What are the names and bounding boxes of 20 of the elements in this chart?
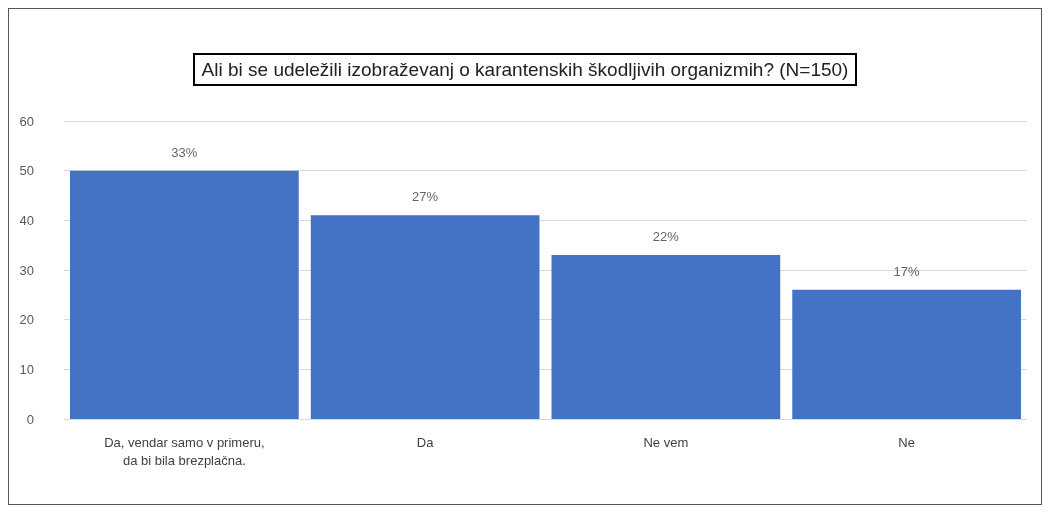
annotation: 27% <box>412 189 439 205</box>
bar <box>551 255 781 419</box>
annotation: 33% <box>171 144 198 160</box>
bar <box>310 215 540 419</box>
y-tick-label: 10 <box>19 361 34 377</box>
y-tick-label: 0 <box>26 411 34 427</box>
y-tick-label: 50 <box>19 163 34 179</box>
annotation: 22% <box>652 229 680 245</box>
y-tick-label: 60 <box>19 113 34 129</box>
bar <box>792 289 1021 419</box>
bar <box>70 170 299 419</box>
x-tick-label: Ne vem <box>643 434 689 450</box>
x-tick-label: Da, vendar samo v primeru, da bi bila brezplačna. <box>104 434 265 468</box>
x-tick-label: Da <box>416 434 435 450</box>
y-tick-label: 40 <box>19 212 34 228</box>
chart-title: Ali bi se udeležili izobraževanj o karantenskih škodljivih organizmih? (N=150) <box>201 59 849 80</box>
y-tick-label: 30 <box>19 262 34 278</box>
y-tick-label: 20 <box>19 312 34 328</box>
annotation: 17% <box>893 263 921 279</box>
x-tick-label: Ne <box>898 434 915 450</box>
